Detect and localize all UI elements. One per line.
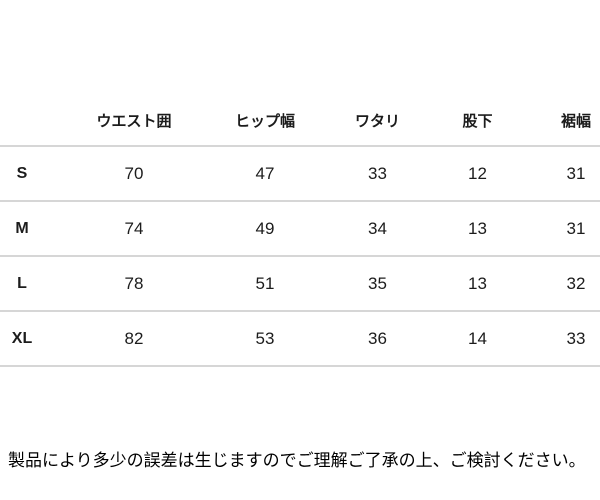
thigh-value-s: 33	[306, 146, 449, 202]
size-label-s: S	[0, 146, 44, 202]
tolerance-disclaimer-note: 製品により多少の誤差は生じますのでご理解ご了承の上、ご検討ください。	[8, 451, 586, 470]
column-header-hip: ヒップ幅	[224, 95, 306, 147]
size-label-m: M	[0, 201, 44, 257]
thigh-value-l: 35	[306, 256, 449, 312]
hip-value-xl: 53	[224, 311, 306, 367]
inseam-value-m: 13	[449, 201, 506, 257]
size-label-xl: XL	[0, 311, 44, 367]
inseam-value-l: 13	[449, 256, 506, 312]
column-header-thigh: ワタリ	[306, 95, 449, 147]
hip-value-m: 49	[224, 201, 306, 257]
table-row-l: L 78 51 35 13 32	[0, 256, 600, 312]
hem-value-s: 31	[506, 146, 600, 202]
size-chart-table: ウエスト囲 ヒップ幅 ワタリ 股下 裾幅 S 70 47 33 12 31 M …	[0, 95, 600, 367]
waist-value-xl: 82	[44, 311, 224, 367]
table-row-m: M 74 49 34 13 31	[0, 201, 600, 257]
inseam-value-s: 12	[449, 146, 506, 202]
column-header-size	[0, 95, 44, 147]
thigh-value-m: 34	[306, 201, 449, 257]
table-row-xl: XL 82 53 36 14 33	[0, 311, 600, 367]
hip-value-s: 47	[224, 146, 306, 202]
size-label-l: L	[0, 256, 44, 312]
waist-value-s: 70	[44, 146, 224, 202]
inseam-value-xl: 14	[449, 311, 506, 367]
table-header-row: ウエスト囲 ヒップ幅 ワタリ 股下 裾幅	[0, 95, 600, 147]
column-header-waist: ウエスト囲	[44, 95, 224, 147]
column-header-hem: 裾幅	[506, 95, 600, 147]
table-row-s: S 70 47 33 12 31	[0, 146, 600, 202]
column-header-inseam: 股下	[449, 95, 506, 147]
hem-value-l: 32	[506, 256, 600, 312]
hem-value-xl: 33	[506, 311, 600, 367]
waist-value-m: 74	[44, 201, 224, 257]
hem-value-m: 31	[506, 201, 600, 257]
waist-value-l: 78	[44, 256, 224, 312]
hip-value-l: 51	[224, 256, 306, 312]
thigh-value-xl: 36	[306, 311, 449, 367]
